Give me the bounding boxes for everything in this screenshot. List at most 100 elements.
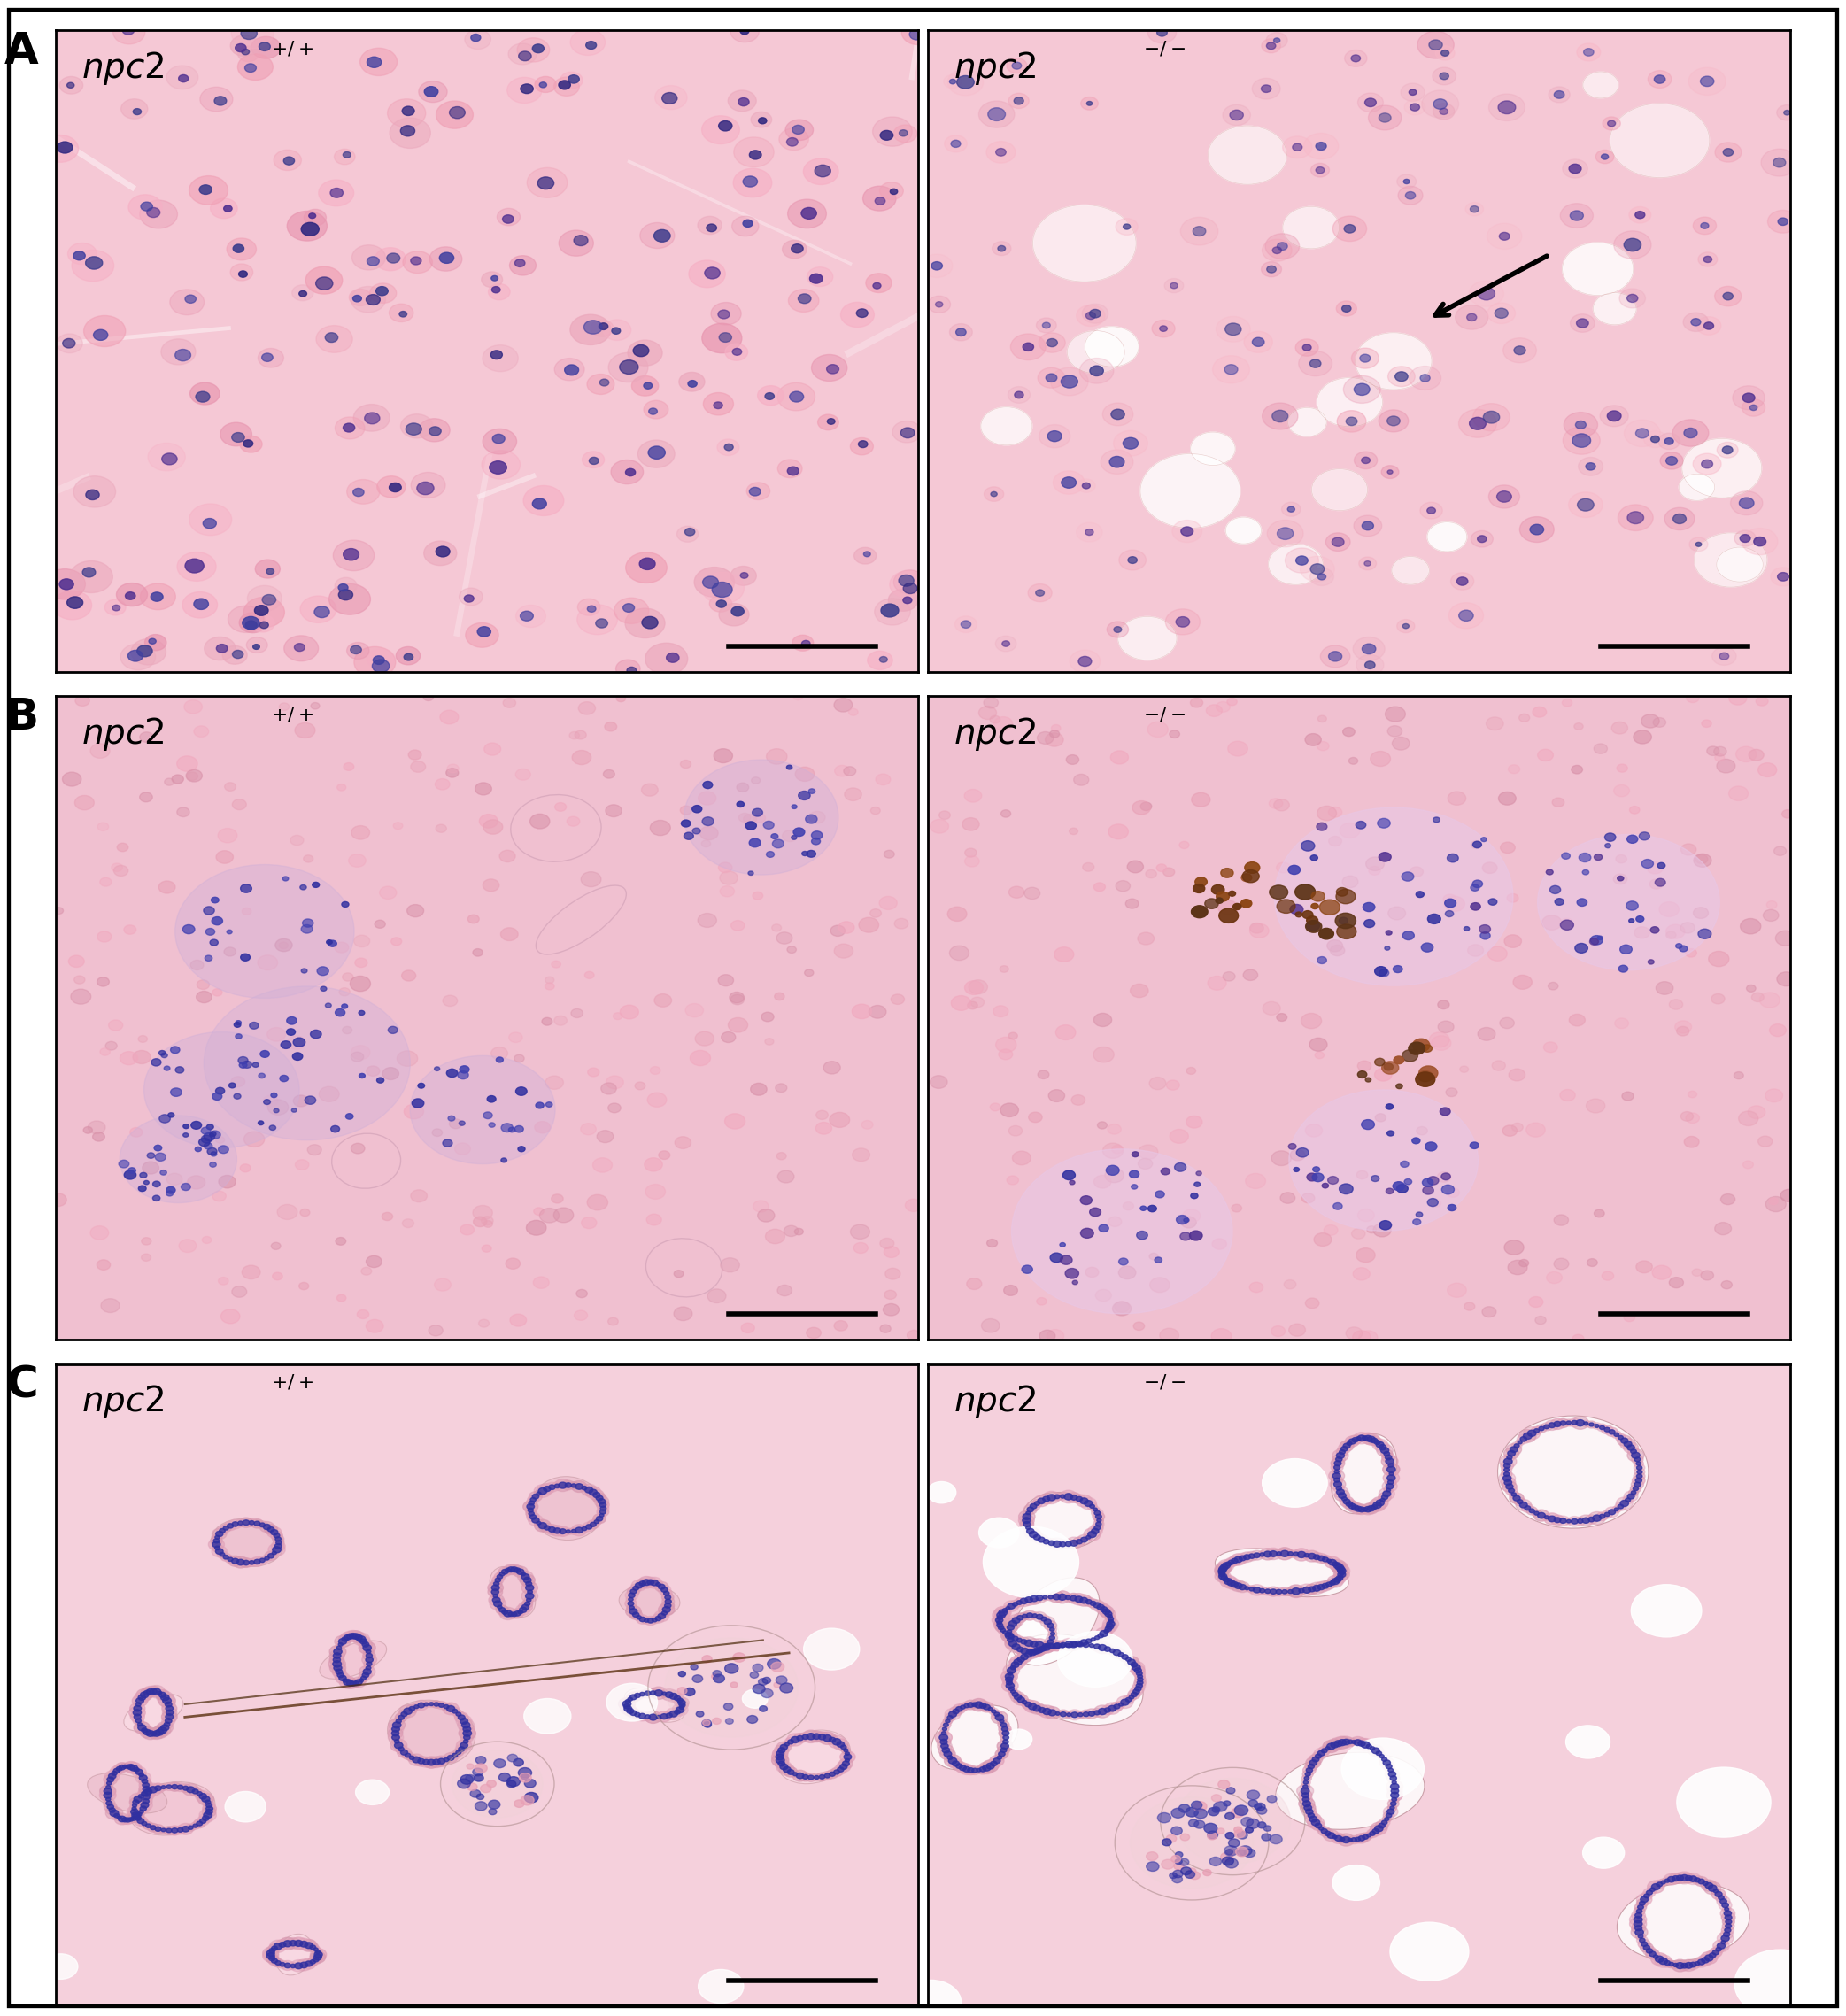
Circle shape [1028,585,1052,601]
Circle shape [1576,44,1600,60]
Circle shape [127,1764,135,1770]
Circle shape [1180,1232,1191,1240]
Circle shape [491,1589,498,1595]
Circle shape [262,1949,279,1962]
Circle shape [1342,1500,1357,1510]
Circle shape [260,1050,270,1058]
Circle shape [1386,1131,1394,1135]
Circle shape [1266,1796,1277,1802]
Circle shape [513,1758,524,1766]
Circle shape [1076,1540,1082,1544]
Circle shape [672,1708,683,1716]
Circle shape [1060,1494,1065,1498]
Circle shape [629,1589,637,1595]
Circle shape [628,1593,635,1599]
Circle shape [1532,1510,1541,1516]
Circle shape [629,1609,637,1615]
Circle shape [779,1764,794,1776]
Circle shape [194,1818,205,1829]
Circle shape [727,1018,748,1032]
Circle shape [133,1706,142,1712]
Circle shape [1067,331,1124,373]
Circle shape [1410,103,1420,111]
Circle shape [1514,1443,1519,1447]
Circle shape [1331,1579,1338,1585]
Circle shape [833,1738,842,1746]
Circle shape [1095,883,1106,891]
Circle shape [834,1320,847,1331]
Circle shape [1663,1877,1672,1885]
Circle shape [1344,50,1368,67]
Circle shape [666,653,679,663]
Circle shape [362,1675,366,1679]
Circle shape [1274,1587,1285,1597]
Circle shape [1325,1583,1333,1587]
Circle shape [1344,1500,1349,1504]
Circle shape [1036,1645,1049,1653]
Circle shape [1119,1704,1124,1706]
Circle shape [628,1597,633,1601]
Circle shape [1032,1593,1047,1603]
Circle shape [1615,855,1626,863]
Circle shape [626,1699,631,1704]
Circle shape [1416,891,1423,897]
Circle shape [508,1780,517,1788]
Circle shape [1067,1714,1071,1716]
Circle shape [227,929,233,933]
Circle shape [142,1728,148,1732]
Circle shape [740,573,748,579]
Circle shape [275,1939,290,1949]
Circle shape [1001,1629,1006,1633]
Circle shape [144,1689,151,1695]
Circle shape [635,1712,650,1722]
Circle shape [1442,50,1449,56]
Circle shape [177,1784,183,1790]
Ellipse shape [1497,1415,1648,1528]
Circle shape [1231,1581,1246,1591]
Circle shape [1344,224,1355,234]
Circle shape [519,50,532,60]
Circle shape [249,1520,255,1524]
Circle shape [103,1796,113,1802]
Circle shape [1327,939,1342,952]
Circle shape [851,1224,869,1240]
Circle shape [1416,1073,1434,1087]
Circle shape [68,956,85,968]
Circle shape [1691,1875,1704,1885]
Circle shape [1095,1635,1100,1639]
Circle shape [820,1732,836,1744]
Circle shape [135,1720,140,1724]
Circle shape [358,1673,369,1681]
Circle shape [447,764,460,772]
Circle shape [129,196,162,220]
Circle shape [1270,1835,1283,1845]
Circle shape [713,1675,725,1683]
Circle shape [1303,1766,1316,1774]
Circle shape [1305,1550,1320,1562]
Circle shape [1122,1655,1133,1663]
Circle shape [827,419,834,423]
Circle shape [1776,105,1798,121]
Circle shape [559,73,583,89]
Circle shape [279,941,288,950]
Circle shape [1250,1585,1265,1595]
Circle shape [631,375,659,395]
Circle shape [659,1585,665,1589]
Circle shape [1025,1651,1032,1657]
Circle shape [137,1804,150,1814]
Circle shape [497,208,521,226]
Circle shape [1071,1597,1076,1601]
Circle shape [497,1570,508,1579]
Circle shape [142,1798,150,1804]
Circle shape [255,605,268,615]
Circle shape [1244,1554,1250,1560]
Circle shape [465,623,498,647]
Circle shape [1080,1710,1093,1720]
Circle shape [157,1722,174,1734]
Circle shape [1571,1518,1578,1524]
Circle shape [554,77,580,97]
Circle shape [1379,970,1388,976]
Circle shape [522,1601,533,1607]
Circle shape [1087,1643,1097,1649]
Circle shape [153,1195,161,1202]
